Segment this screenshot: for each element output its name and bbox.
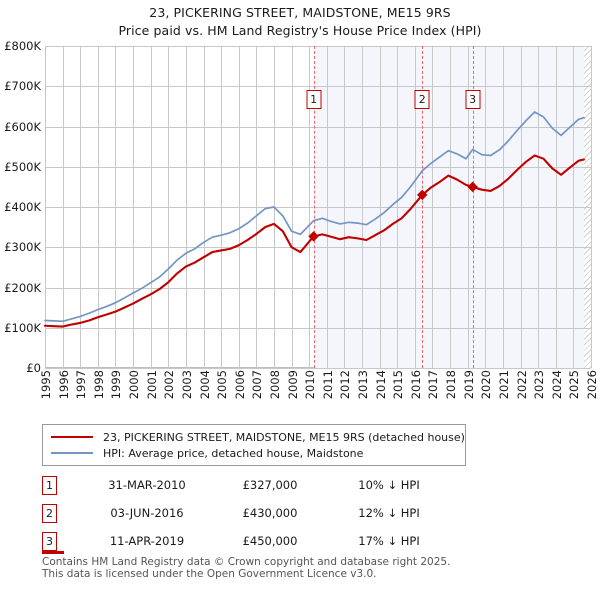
- row-date-2: 03-JUN-2016: [110, 506, 184, 520]
- row-hpi-delta-2: 12% ↓ HPI: [358, 506, 420, 520]
- x-tick-label: 2019: [461, 370, 476, 400]
- row-price-1: £327,000: [242, 478, 298, 492]
- row-price-3: £450,000: [242, 534, 298, 548]
- x-tick-label: 2020: [479, 370, 494, 400]
- table-row: 1 31-MAR-2010 £327,000 10% ↓ HPI: [42, 474, 472, 502]
- x-tick-label: 1995: [39, 370, 53, 400]
- row-marker-1: 1: [42, 476, 57, 495]
- x-tick-label: 2017: [426, 370, 441, 400]
- page-title: 23, PICKERING STREET, MAIDSTONE, ME15 9R…: [0, 4, 600, 40]
- price-series-svg: [43, 111, 586, 328]
- gridline-horizontal: [45, 247, 591, 249]
- x-axis: 1995 1996 1997 1998 1999 2000 2001 2002 2003 2004…: [39, 370, 599, 416]
- event-line-3: [472, 46, 474, 368]
- footer-rule: [42, 551, 64, 554]
- gridline-horizontal: [45, 207, 591, 208]
- x-tick-label: 2006: [232, 370, 247, 400]
- x-tick-label: 2024: [549, 370, 564, 400]
- transaction-marker-2[interactable]: [417, 189, 428, 201]
- gridline-horizontal: [45, 46, 591, 47]
- legend-swatch-price-paid: [51, 436, 93, 438]
- footer-line-1: Contains HM Land Registry data © Crown c…: [42, 556, 451, 568]
- x-tick-label: 1997: [74, 370, 89, 400]
- x-tick-label: 2021: [496, 370, 511, 400]
- series-line-hpi: [44, 111, 585, 323]
- x-tick-label: 2016: [408, 370, 423, 400]
- y-tick-label: £400K: [4, 200, 41, 214]
- y-axis: £0 £100K £200K £300K £400K £500K £600K £700K £80…: [0, 39, 41, 375]
- legend-label-hpi: HPI: Average price, detached house, Maid…: [103, 446, 364, 460]
- legend-swatch-hpi: [51, 452, 93, 454]
- row-hpi-delta-1: 10% ↓ HPI: [358, 478, 420, 492]
- x-tick-label: 2008: [267, 370, 282, 400]
- legend-item-price-paid: 23, PICKERING STREET, MAIDSTONE, ME15 9R…: [51, 429, 465, 445]
- x-tick-label: 1996: [56, 370, 71, 400]
- y-tick-label: £800K: [4, 39, 41, 53]
- transaction-marker-1[interactable]: [308, 231, 319, 242]
- y-tick-label: £700K: [4, 79, 41, 94]
- y-tick-label: £0: [26, 361, 41, 375]
- x-tick-label: 2002: [162, 370, 177, 400]
- y-tick-label: £300K: [4, 240, 41, 255]
- x-tick-label: 2013: [356, 370, 371, 400]
- x-tick-label: 2001: [144, 370, 159, 400]
- table-row: 3 11-APR-2019 £450,000 17% ↓ HPI: [42, 530, 472, 558]
- legend-label-price-paid: 23, PICKERING STREET, MAIDSTONE, ME15 9R…: [103, 430, 465, 444]
- gridline-horizontal: [45, 327, 591, 329]
- x-tick-label: 2022: [514, 370, 529, 400]
- gridline-horizontal: [45, 287, 591, 289]
- event-line-1: [313, 46, 315, 368]
- x-tick-label: 1998: [91, 370, 106, 400]
- transaction-marker-3[interactable]: [467, 181, 478, 193]
- x-tick-label: 2011: [320, 370, 335, 400]
- event-flag-2[interactable]: 2: [414, 90, 430, 109]
- y-tick-label: £600K: [4, 119, 41, 134]
- footer-attribution: Contains HM Land Registry data © Crown c…: [42, 556, 582, 580]
- y-tick-label: £500K: [4, 159, 41, 174]
- x-tick-label: 2014: [373, 370, 388, 400]
- x-tick-label: 2007: [250, 370, 265, 400]
- title-line-1: 23, PICKERING STREET, MAIDSTONE, ME15 9R…: [149, 5, 451, 20]
- gridline-horizontal: [45, 86, 591, 88]
- x-tick-label: 2003: [179, 370, 194, 400]
- title-line-2: Price paid vs. HM Land Registry's House …: [118, 23, 482, 38]
- row-price-2: £430,000: [242, 506, 298, 520]
- x-tick-label: 2004: [197, 370, 212, 400]
- y-tick-label: £100K: [4, 320, 41, 335]
- event-flag-1[interactable]: 1: [306, 90, 322, 109]
- row-date-3: 11-APR-2019: [109, 534, 185, 548]
- x-tick-label: 2012: [338, 370, 353, 400]
- x-tick-label: 2015: [391, 370, 406, 400]
- chart-legend: 23, PICKERING STREET, MAIDSTONE, ME15 9R…: [42, 424, 466, 466]
- chart-plot-area: 1 2 3: [43, 46, 592, 369]
- y-tick-label: £200K: [4, 280, 41, 295]
- x-tick-label: 2026: [585, 370, 599, 400]
- legend-item-hpi: HPI: Average price, detached house, Maid…: [51, 445, 457, 461]
- gridline-horizontal: [45, 368, 591, 369]
- x-tick-label: 2000: [127, 370, 142, 400]
- x-tick-label: 1999: [109, 370, 124, 400]
- x-tick-label: 2005: [215, 370, 230, 400]
- x-tick-label: 2010: [303, 370, 318, 400]
- row-hpi-delta-3: 17% ↓ HPI: [358, 534, 420, 548]
- x-tick-label: 2025: [567, 370, 582, 400]
- series-line-price-paid: [43, 154, 586, 328]
- x-tick-label: 2023: [532, 370, 547, 400]
- gridline-vertical: [591, 46, 592, 368]
- transactions-table: 1 31-MAR-2010 £327,000 10% ↓ HPI 2 03-JU…: [42, 474, 472, 558]
- table-row: 2 03-JUN-2016 £430,000 12% ↓ HPI: [42, 502, 472, 530]
- row-marker-3: 3: [42, 532, 57, 551]
- gridline-horizontal: [45, 166, 591, 168]
- event-line-2: [422, 46, 424, 368]
- row-marker-2: 2: [42, 504, 57, 523]
- x-tick-label: 2018: [444, 370, 459, 400]
- event-flag-3[interactable]: 3: [465, 90, 481, 109]
- footer-line-2: This data is licensed under the Open Gov…: [42, 568, 377, 580]
- gridline-horizontal: [45, 126, 591, 128]
- x-tick-label: 2009: [285, 370, 300, 400]
- row-date-1: 31-MAR-2010: [108, 478, 186, 492]
